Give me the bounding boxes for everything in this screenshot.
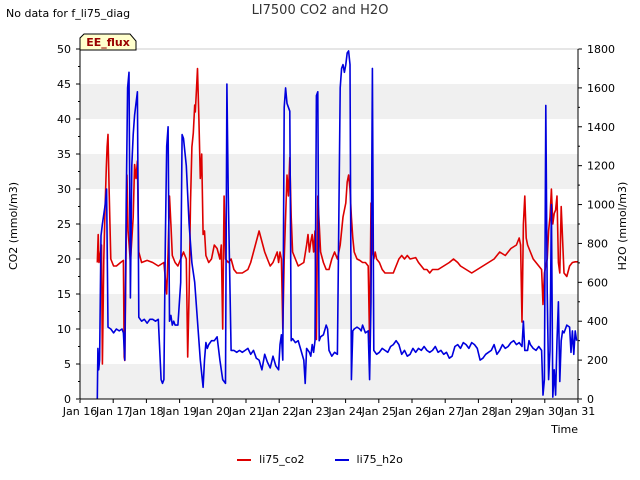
x-tick-label: Jan 26: [394, 405, 429, 418]
x-tick-label: Jan 24: [327, 405, 362, 418]
x-tick-label: Jan 16: [62, 405, 97, 418]
grid-bands: [80, 49, 578, 399]
status-note: No data for f_li75_diag: [6, 7, 131, 20]
grid-band: [80, 84, 578, 119]
badge: EE_flux: [79, 33, 137, 51]
left-tick-label: 30: [57, 183, 71, 196]
y-axis-left-label: CO2 (mmol/m3): [7, 182, 20, 270]
right-tick-label: 0: [587, 393, 594, 406]
left-tick-label: 15: [57, 288, 71, 301]
left-tick-label: 20: [57, 253, 71, 266]
left-tick-label: 5: [64, 358, 71, 371]
x-tick-label: Jan 25: [361, 405, 396, 418]
x-tick-label: Jan 17: [95, 405, 130, 418]
series-line-li75-h2o: [96, 50, 578, 400]
grid-band: [80, 154, 578, 189]
legend-swatch-h2o: [334, 458, 349, 461]
right-tick-label: 800: [587, 237, 608, 250]
left-axis: 0 5 10 15 20 25 30 35 40 45 50: [57, 43, 80, 406]
x-tick-label: Jan 22: [261, 405, 296, 418]
x-tick-label: Jan 19: [161, 405, 196, 418]
right-tick-label: 400: [587, 315, 608, 328]
left-tick-label: 25: [57, 218, 71, 231]
series-line-li75-co2: [96, 67, 578, 365]
chart-title: LI7500 CO2 and H2O: [251, 3, 389, 18]
right-tick-label: 200: [587, 354, 608, 367]
left-tick-label: 10: [57, 323, 71, 336]
right-axis: 0 200 400 600 800 1000 1200 1400 1600 1800: [578, 43, 615, 406]
x-tick-label: Jan 29: [493, 405, 528, 418]
legend-item-co2: li75_co2: [237, 453, 305, 466]
left-tick-label: 45: [57, 78, 71, 91]
x-tick-label: Jan 21: [228, 405, 263, 418]
x-tick-label: Jan 27: [427, 405, 462, 418]
x-tick-label: Jan 28: [460, 405, 495, 418]
legend-item-h2o: li75_h2o: [334, 453, 403, 466]
plot-frame: [79, 48, 579, 400]
series-group: [96, 50, 578, 400]
grid-band: [80, 294, 578, 329]
x-axis-label: Time: [550, 423, 578, 436]
left-tick-label: 35: [57, 148, 71, 161]
legend-label-h2o: li75_h2o: [356, 453, 403, 466]
legend-swatch-co2: [237, 458, 252, 461]
right-tick-label: 1800: [587, 43, 615, 56]
legend: li75_co2 li75_h2o: [0, 453, 640, 466]
x-tick-label: Jan 18: [128, 405, 163, 418]
right-tick-label: 1600: [587, 82, 615, 95]
right-tick-label: 1200: [587, 160, 615, 173]
y-axis-right-label: H2O (mmol/m3): [616, 182, 629, 271]
right-tick-label: 1000: [587, 199, 615, 212]
left-tick-label: 0: [64, 393, 71, 406]
x-tick-label: Jan 23: [294, 405, 329, 418]
right-tick-label: 600: [587, 276, 608, 289]
badge-label: EE_flux: [86, 36, 130, 49]
left-tick-label: 50: [57, 43, 71, 56]
grid-band: [80, 364, 578, 399]
x-tick-label: Jan 20: [195, 405, 230, 418]
right-tick-label: 1400: [587, 121, 615, 134]
x-tick-label: Jan 31: [560, 405, 595, 418]
legend-label-co2: li75_co2: [259, 453, 305, 466]
x-tick-label: Jan 30: [527, 405, 562, 418]
left-tick-label: 40: [57, 113, 71, 126]
grid-band: [80, 224, 578, 259]
